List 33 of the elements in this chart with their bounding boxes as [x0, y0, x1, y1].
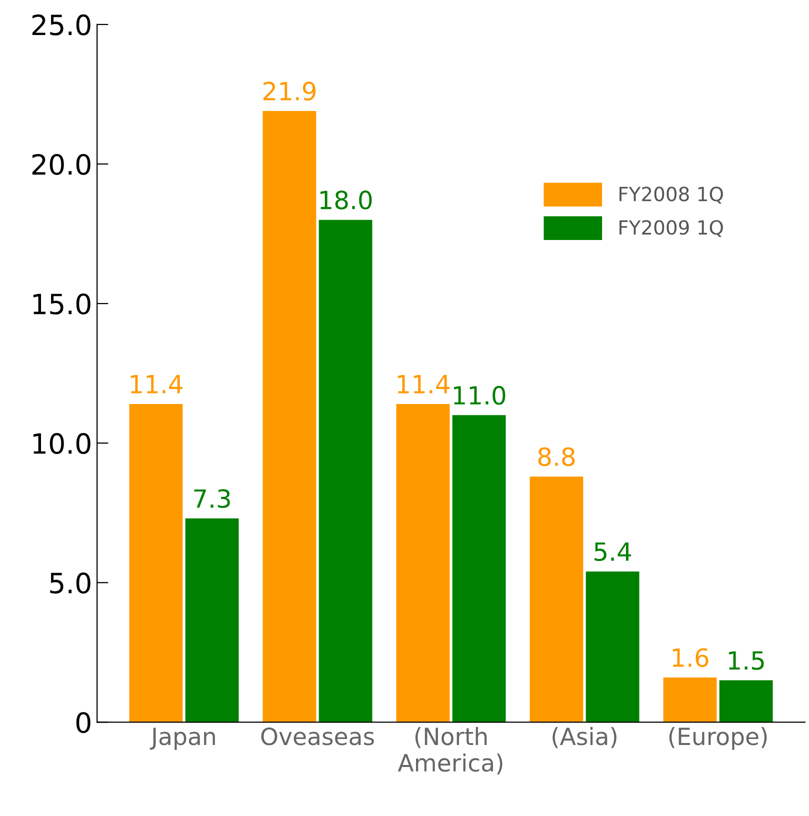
legend-label: FY2009 1Q	[620, 220, 723, 238]
bar	[396, 404, 450, 722]
data-label: 8.8	[538, 447, 575, 466]
y-tick-label: 5.0	[50, 572, 90, 594]
x-tick-label: (Europe)	[669, 727, 767, 750]
bar	[129, 404, 183, 722]
y-tick-label: 20.0	[32, 154, 90, 175]
y-tick-label: 10.0	[33, 433, 90, 454]
data-label: 1.5	[728, 651, 764, 670]
x-tick-label: Oveaseas	[261, 727, 374, 746]
x-tick-label: (Asia)	[552, 727, 616, 748]
data-label: 21.9	[263, 82, 316, 101]
y-tick-label: 25.0	[32, 14, 90, 36]
bar	[530, 476, 584, 722]
y-tick-label: 15.0	[33, 293, 90, 314]
data-label: 11.0	[454, 386, 506, 405]
bar	[586, 571, 640, 722]
data-label: 11.4	[130, 375, 182, 394]
y-tick-label: 0	[76, 712, 90, 734]
bar	[719, 680, 773, 722]
bar	[318, 220, 372, 722]
data-label: 7.3	[194, 489, 230, 508]
data-label: 1.6	[672, 648, 708, 668]
legend-label: FY2008 1Q	[620, 186, 723, 204]
bar	[262, 110, 316, 722]
bar	[185, 518, 239, 722]
data-label: 5.4	[594, 542, 632, 562]
bar	[663, 678, 717, 722]
bar	[452, 415, 506, 722]
data-label: 18.0	[320, 190, 372, 210]
x-tick-label: Japan	[150, 728, 215, 750]
x-tick-label: (North America)	[398, 727, 502, 775]
data-label: 11.4	[398, 375, 450, 394]
